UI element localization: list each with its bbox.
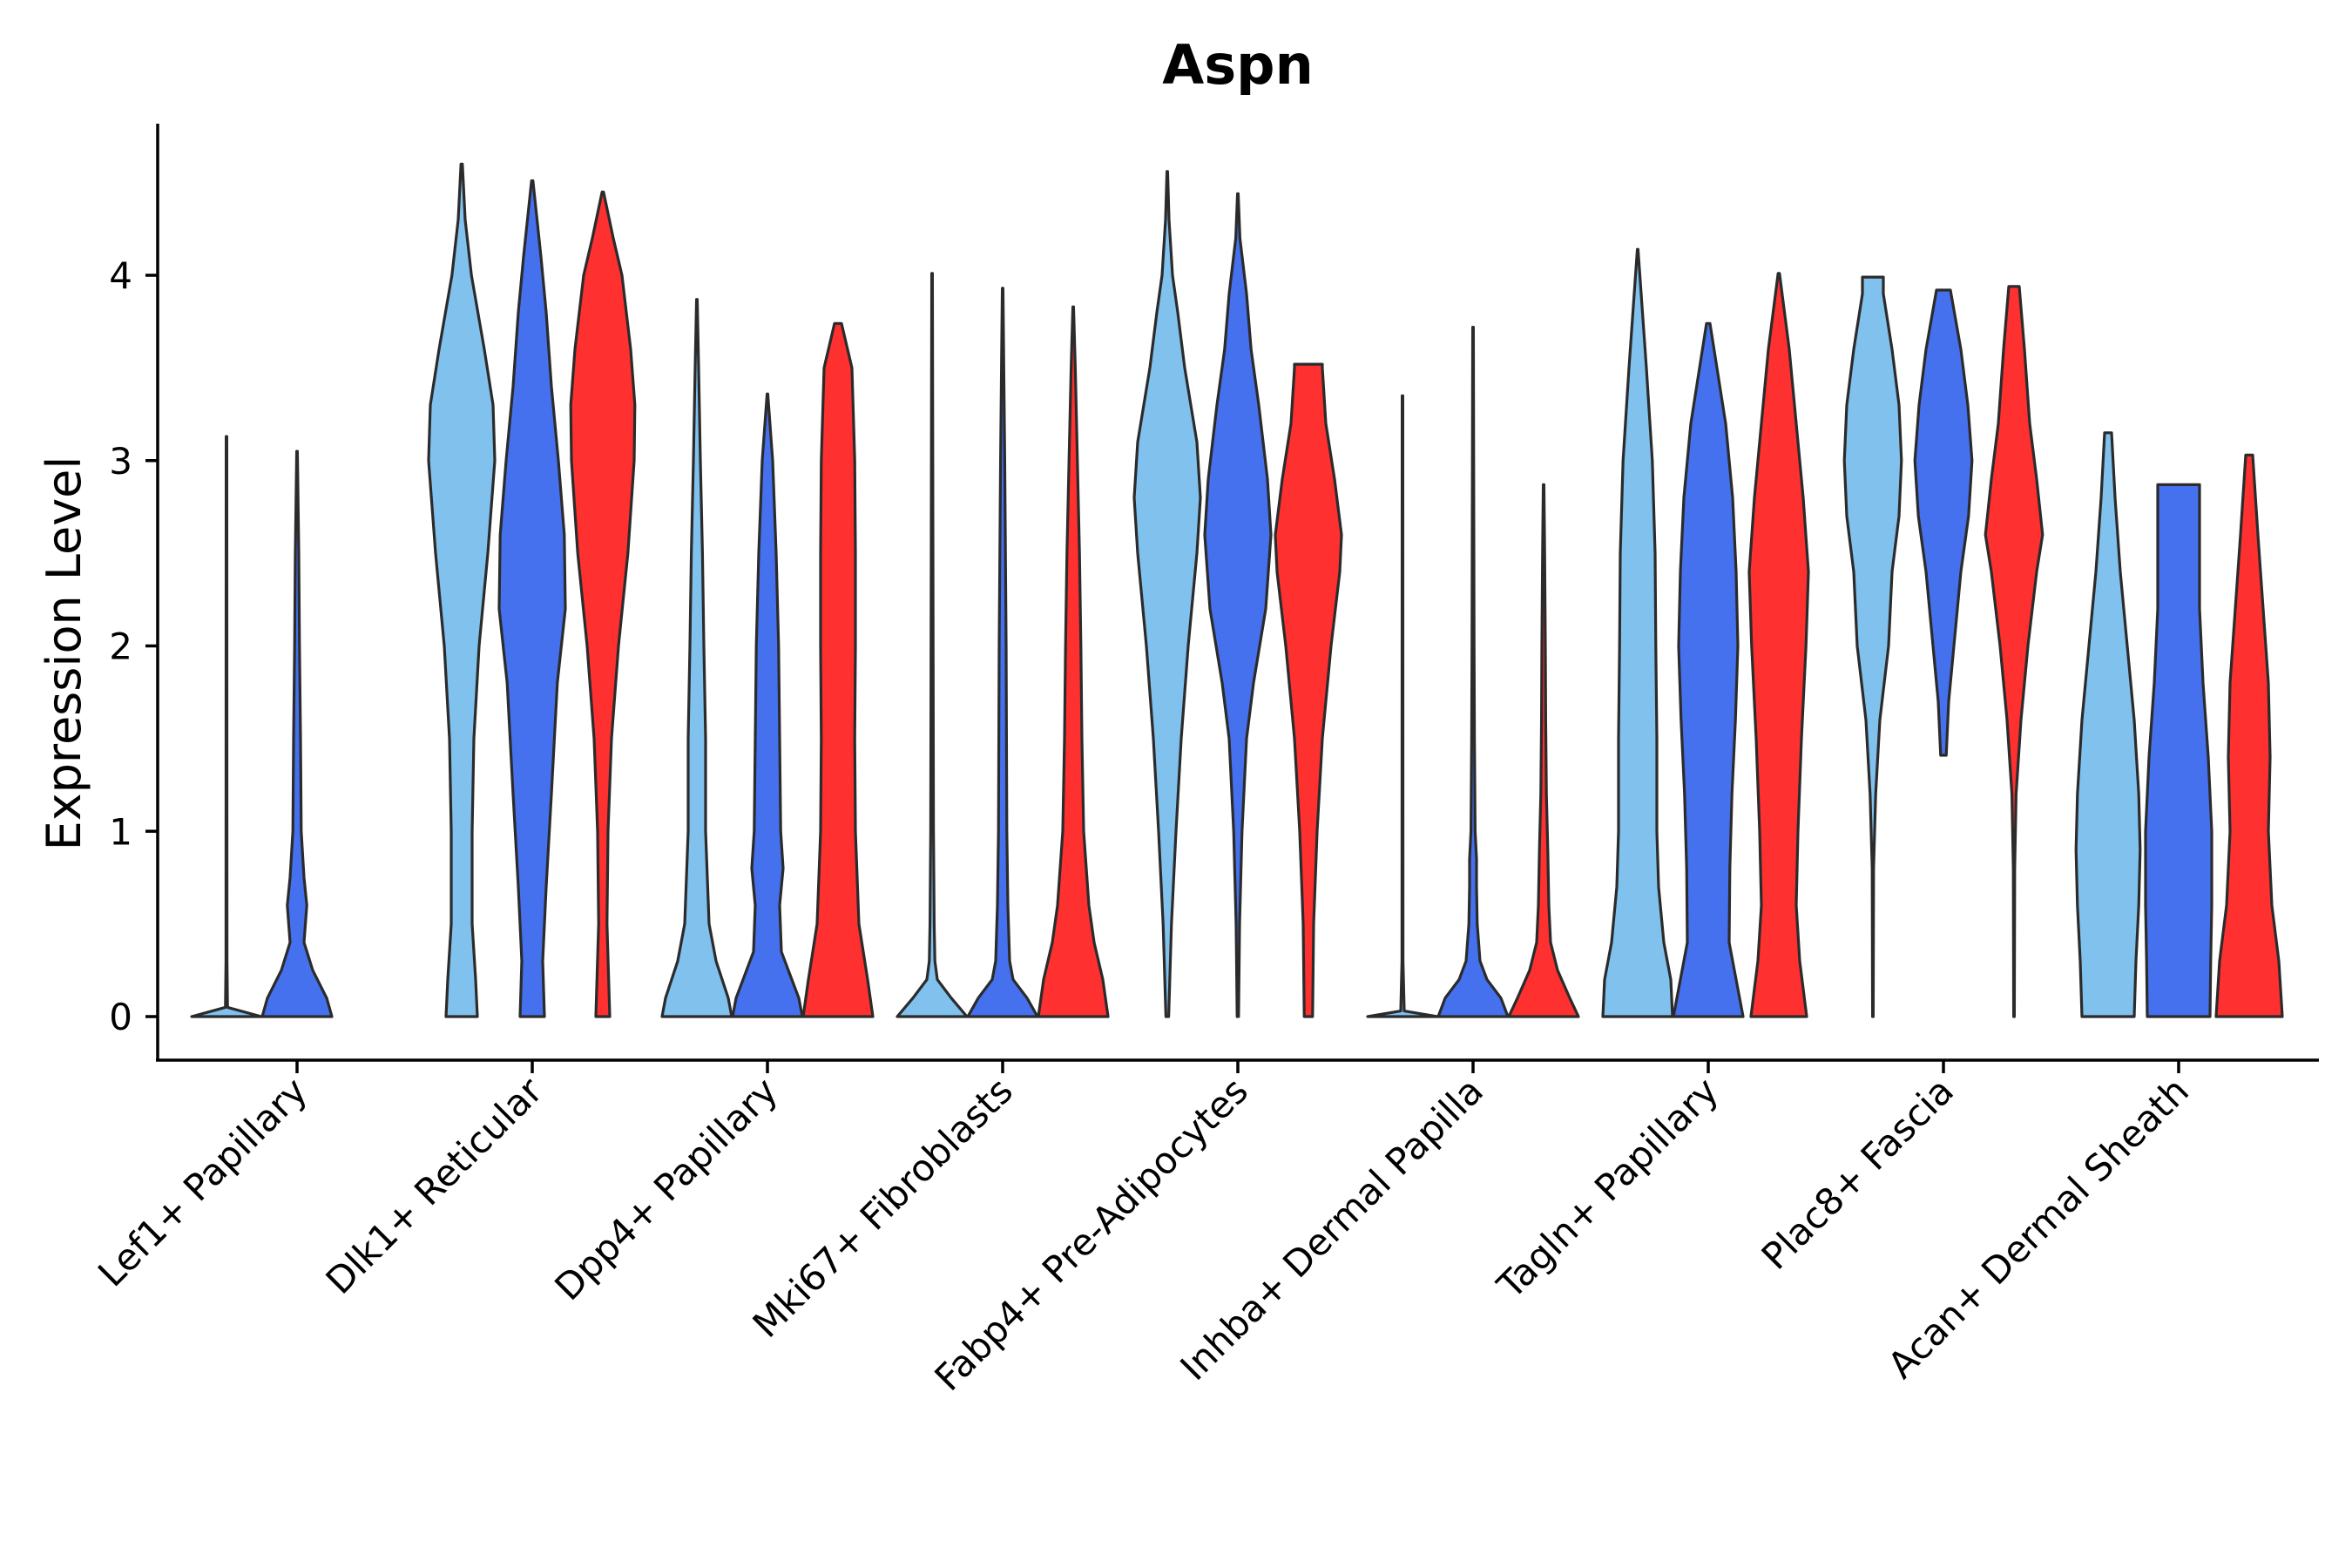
violin-1-1 bbox=[190, 435, 263, 1018]
violin-4-3 bbox=[1037, 305, 1110, 1018]
violin-6-2 bbox=[1436, 326, 1510, 1018]
violin-7-2 bbox=[1672, 321, 1745, 1018]
x-tick-label: Lef1+ Papillary bbox=[90, 1069, 315, 1294]
chart-title: Aspn bbox=[1162, 33, 1313, 97]
violin-6-3 bbox=[1507, 483, 1580, 1018]
violin-4-2 bbox=[966, 287, 1039, 1018]
y-tick-label: 0 bbox=[109, 996, 132, 1038]
y-tick-label: 1 bbox=[109, 810, 132, 853]
x-tick-label: Tagln+ Papillary bbox=[1489, 1069, 1727, 1307]
violin-3-1 bbox=[660, 298, 733, 1018]
violin-6-1 bbox=[1366, 394, 1439, 1018]
violin-3-2 bbox=[731, 392, 804, 1018]
violin-2-3 bbox=[569, 190, 637, 1018]
violin-5-1 bbox=[1132, 170, 1202, 1018]
violin-9-1 bbox=[2074, 431, 2142, 1018]
violin-3-3 bbox=[801, 321, 875, 1018]
x-tick-label: Dpp4+ Papillary bbox=[546, 1069, 786, 1308]
x-tick-label: Dlk1+ Reticular bbox=[318, 1069, 551, 1302]
violin-plot-area bbox=[190, 162, 2284, 1018]
y-axis-label: Expression Level bbox=[37, 456, 91, 851]
violin-8-2 bbox=[1913, 288, 1974, 757]
violin-8-3 bbox=[1984, 285, 2044, 1018]
violin-7-3 bbox=[1747, 272, 1810, 1018]
violin-5-3 bbox=[1274, 362, 1343, 1018]
violin-9-3 bbox=[2214, 453, 2284, 1018]
x-tick-label: Mki67+ Fibroblasts bbox=[745, 1069, 1021, 1345]
violin-7-1 bbox=[1601, 247, 1674, 1018]
violin-4-1 bbox=[896, 272, 969, 1018]
y-tick-label: 2 bbox=[109, 625, 132, 668]
violin-8-1 bbox=[1842, 275, 1903, 1018]
violin-1-2 bbox=[260, 449, 334, 1018]
y-tick-label: 4 bbox=[109, 254, 132, 297]
y-axis-ticks: 0 1 2 3 4 bbox=[109, 254, 158, 1038]
violin-2-1 bbox=[427, 162, 497, 1018]
violin-9-2 bbox=[2144, 483, 2213, 1018]
y-tick-label: 3 bbox=[109, 440, 132, 483]
violin-5-2 bbox=[1203, 192, 1273, 1018]
violin-2-2 bbox=[497, 179, 567, 1018]
x-tick-label: Plac8+ Fascia bbox=[1754, 1069, 1962, 1277]
